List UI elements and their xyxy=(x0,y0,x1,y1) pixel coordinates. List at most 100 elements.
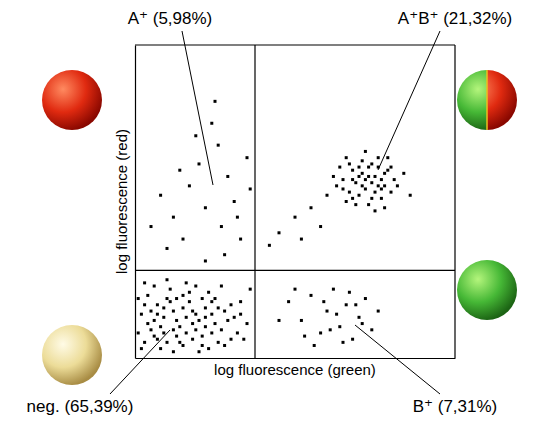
point xyxy=(201,344,204,347)
point xyxy=(242,338,245,341)
point xyxy=(226,175,229,178)
point xyxy=(278,231,281,234)
point xyxy=(230,303,233,306)
point xyxy=(166,247,169,250)
point xyxy=(396,184,399,187)
point xyxy=(210,122,213,125)
point xyxy=(159,194,162,197)
frame-top xyxy=(135,44,455,45)
point xyxy=(143,281,146,284)
sphere-red xyxy=(42,70,102,130)
point xyxy=(319,225,322,228)
point xyxy=(223,310,226,313)
point xyxy=(194,134,197,137)
point xyxy=(140,313,143,316)
point xyxy=(220,328,223,331)
point xyxy=(210,300,213,303)
chart: log fluorescence (green)log fluorescence… xyxy=(0,0,539,421)
point xyxy=(162,306,165,309)
point xyxy=(326,194,329,197)
point xyxy=(188,300,191,303)
point xyxy=(246,156,249,159)
point xyxy=(370,162,373,165)
point xyxy=(348,291,351,294)
point xyxy=(383,172,386,175)
point xyxy=(182,294,185,297)
point xyxy=(249,288,252,291)
point xyxy=(345,200,348,203)
point xyxy=(287,300,290,303)
point xyxy=(332,288,335,291)
point xyxy=(383,206,386,209)
sphere-half xyxy=(457,70,517,130)
point xyxy=(191,322,194,325)
point xyxy=(166,341,169,344)
point xyxy=(194,313,197,316)
leader-line xyxy=(110,330,170,394)
point xyxy=(217,341,220,344)
point xyxy=(377,184,380,187)
point xyxy=(374,191,377,194)
point xyxy=(178,341,181,344)
point xyxy=(326,310,329,313)
point xyxy=(374,175,377,178)
point xyxy=(370,328,373,331)
annotations: A⁺ (5,98%)A⁺B⁺ (21,32%)neg. (65,39%)B⁺ (… xyxy=(27,9,513,416)
x-axis-title: log fluorescence (green) xyxy=(214,361,376,378)
point xyxy=(146,294,149,297)
point xyxy=(310,294,313,297)
point xyxy=(172,216,175,219)
point xyxy=(191,310,194,313)
point xyxy=(188,184,191,187)
point xyxy=(207,291,210,294)
x-axis xyxy=(136,358,456,359)
point xyxy=(150,225,153,228)
point xyxy=(361,322,364,325)
point xyxy=(358,316,361,319)
point xyxy=(172,350,175,353)
point xyxy=(322,300,325,303)
frame-right xyxy=(454,45,455,358)
point xyxy=(169,300,172,303)
sphere-half-red xyxy=(487,70,517,130)
point xyxy=(294,216,297,219)
point xyxy=(332,175,335,178)
points xyxy=(137,100,412,353)
point xyxy=(364,178,367,181)
point xyxy=(182,306,185,309)
gate-x-line xyxy=(254,45,255,358)
point xyxy=(226,319,229,322)
point xyxy=(236,216,239,219)
point xyxy=(367,166,370,169)
point xyxy=(166,278,169,281)
point xyxy=(172,310,175,313)
point xyxy=(153,285,156,288)
point xyxy=(162,331,165,334)
point xyxy=(156,313,159,316)
point xyxy=(223,344,226,347)
point xyxy=(348,162,351,165)
point xyxy=(386,156,389,159)
point xyxy=(143,341,146,344)
point xyxy=(310,206,313,209)
point xyxy=(367,203,370,206)
point xyxy=(361,172,364,175)
point xyxy=(361,184,364,187)
point xyxy=(354,181,357,184)
point xyxy=(191,338,194,341)
point xyxy=(236,331,239,334)
point xyxy=(377,310,380,313)
point xyxy=(393,178,396,181)
point xyxy=(178,325,181,328)
point xyxy=(185,316,188,319)
point xyxy=(358,194,361,197)
point xyxy=(198,162,201,165)
point xyxy=(156,338,159,341)
point xyxy=(351,197,354,200)
point xyxy=(162,316,165,319)
point xyxy=(358,175,361,178)
point xyxy=(153,335,156,338)
gate-y-line xyxy=(135,270,455,271)
point xyxy=(351,169,354,172)
point xyxy=(402,172,405,175)
